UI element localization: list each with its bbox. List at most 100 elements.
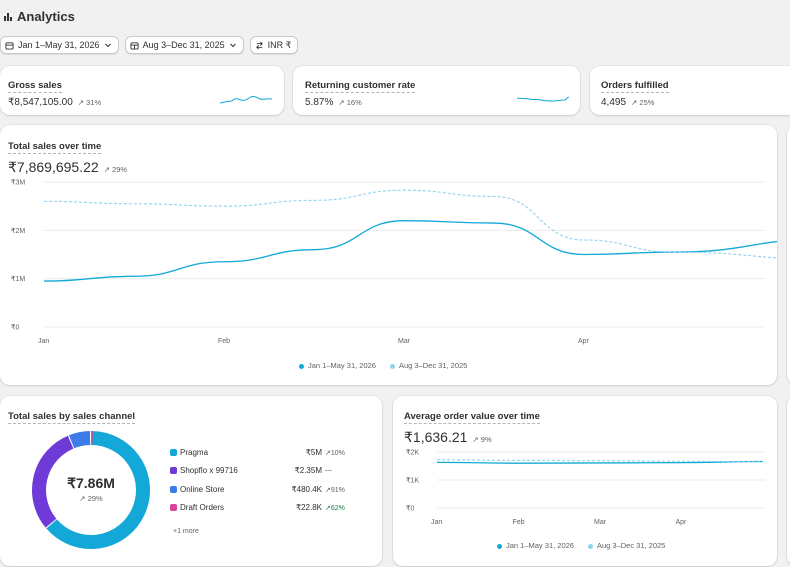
y-tick-label: ₹0: [406, 505, 414, 513]
channel-name: Pragma: [180, 448, 209, 457]
arrow-up-icon: ↗: [77, 98, 85, 107]
kpi-change-value: 31%: [86, 98, 102, 107]
kpi-change-value: 16%: [346, 98, 362, 107]
card-title: Total sales by sales channel: [8, 411, 136, 424]
legend-item-current[interactable]: Jan 1–May 31, 2026: [497, 541, 574, 550]
channel-swatch: [170, 449, 177, 456]
sales-by-channel-card[interactable]: Total sales by sales channel ₹7.86M ↗ 29…: [0, 396, 382, 566]
series-line-current[interactable]: [43, 220, 777, 282]
channel-change: ↗10%: [325, 449, 345, 457]
date-range-picker[interactable]: Jan 1–May 31, 2026: [0, 36, 119, 54]
chart-legend: Jan 1–May 31, 2026 Aug 3–Dec 31, 2025: [497, 541, 665, 550]
kpi-value: ₹8,547,105.00: [8, 97, 73, 108]
arrow-up-icon: ↗: [79, 494, 86, 503]
aov-change-value: 9%: [480, 435, 492, 444]
channel-change-value: 10%: [330, 449, 345, 457]
x-tick-label: Apr: [676, 519, 688, 526]
x-tick-label: Feb: [218, 338, 230, 345]
sales-channel-donut-chart: [32, 431, 150, 549]
donut-center: ₹7.86M ↗ 29%: [51, 475, 131, 503]
channel-swatch: [170, 486, 177, 493]
aov-card[interactable]: Average order value over time ₹1,636.21 …: [393, 396, 777, 566]
channel-amount: ₹5M: [305, 448, 322, 457]
legend-item-comparison[interactable]: Aug 3–Dec 31, 2025: [587, 541, 665, 550]
series-line-comparison[interactable]: [436, 459, 764, 463]
legend-dot: [299, 363, 304, 369]
offscreen-card-edge: [787, 125, 790, 385]
total-sales-chart: ₹3M ₹2M ₹1M ₹0 Jan Feb Mar Apr: [11, 179, 777, 345]
kpi-sparkline: [517, 96, 569, 102]
compare-range-label: Aug 3–Dec 31, 2025: [142, 40, 225, 50]
channel-change-value: 62%: [330, 504, 345, 512]
kpi-value: 5.87%: [305, 97, 334, 108]
kpi-card-gross-sales[interactable]: Gross sales ₹8,547,105.00 ↗ 31%: [0, 66, 284, 115]
filter-bar: Jan 1–May 31, 2026 Aug 3–Dec 31, 2025 IN…: [0, 36, 299, 54]
chevron-down-icon: [229, 43, 236, 48]
date-range-label: Jan 1–May 31, 2026: [18, 40, 100, 50]
series-line-current[interactable]: [436, 460, 764, 464]
card-title: Average order value over time: [404, 411, 540, 424]
kpi-change: ↗ 31%: [78, 98, 101, 107]
donut-center-change: ↗ 29%: [51, 494, 131, 503]
kpi-card-orders-fulfilled[interactable]: Orders fulfilled 4,495 ↗ 25%: [590, 66, 790, 115]
kpi-sparkline: [220, 95, 272, 104]
kpi-change: ↗ 25%: [631, 98, 654, 107]
aov-value: ₹1,636.21: [404, 429, 468, 445]
legend-item-current[interactable]: Jan 1–May 31, 2026: [299, 361, 376, 370]
arrow-up-icon: ↗: [472, 435, 479, 444]
compare-range-picker[interactable]: Aug 3–Dec 31, 2025: [124, 36, 244, 54]
donut-slice[interactable]: [68, 431, 91, 449]
page-header: Analytics: [3, 9, 75, 24]
x-tick-label: Feb: [513, 519, 525, 526]
x-tick-label: Apr: [578, 338, 590, 345]
kpi-label: Returning customer rate: [305, 80, 416, 93]
channel-row[interactable]: Shopflo x 99716 ₹2.35M —: [170, 466, 350, 475]
arrow-up-icon: ↗: [338, 98, 345, 107]
kpi-change-value: 25%: [639, 98, 655, 107]
total-sales-change: ↗ 29%: [104, 165, 127, 174]
legend-dot: [389, 363, 395, 369]
total-sales-metric: ₹7,869,695.22 ↗ 29%: [8, 159, 769, 176]
channel-name: Shopflo x 99716: [180, 466, 238, 475]
card-title: Total sales over time: [8, 141, 102, 154]
calendar-compare-icon: [130, 41, 139, 50]
channel-swatch: [170, 504, 177, 511]
y-tick-label: ₹3M: [11, 179, 25, 187]
donut-slice[interactable]: [32, 435, 74, 528]
donut-slice[interactable]: [46, 431, 150, 549]
kpi-change: ↗ 16%: [338, 98, 361, 107]
legend-item-comparison[interactable]: Aug 3–Dec 31, 2025: [389, 361, 467, 370]
channel-change-value: 91%: [330, 486, 345, 494]
total-sales-card[interactable]: Total sales over time ₹7,869,695.22 ↗ 29…: [0, 125, 777, 385]
offscreen-card-edge: [787, 396, 790, 566]
bar-chart-icon: [4, 12, 12, 21]
kpi-metric: 4,495 ↗ 25%: [601, 97, 789, 108]
more-channels-link[interactable]: +1 more: [173, 528, 199, 535]
currency-label: INR ₹: [267, 39, 292, 50]
kpi-card-returning-customer-rate[interactable]: Returning customer rate 5.87% ↗ 16%: [293, 66, 580, 115]
channel-change: ↗91%: [325, 486, 345, 494]
channel-row[interactable]: Online Store ₹480.4K ↗91%: [170, 485, 350, 494]
aov-metric: ₹1,636.21 ↗ 9%: [404, 429, 766, 446]
channel-row[interactable]: Draft Orders ₹22.8K ↗62%: [170, 503, 350, 512]
x-tick-label: Mar: [398, 338, 411, 345]
currency-swap-icon: [255, 41, 263, 49]
channel-row[interactable]: Pragma ₹5M ↗10%: [170, 448, 350, 457]
channel-amount: ₹22.8K: [296, 503, 322, 512]
donut-center-value: ₹7.86M: [67, 475, 115, 491]
y-tick-label: ₹1K: [406, 477, 419, 485]
chevron-down-icon: [104, 43, 111, 48]
arrow-up-icon: ↗: [103, 165, 110, 174]
calendar-icon: [5, 41, 14, 50]
x-tick-label: Mar: [594, 519, 607, 526]
currency-picker[interactable]: INR ₹: [249, 36, 299, 54]
arrow-up-icon: ↗: [631, 98, 638, 107]
channel-swatch: [170, 467, 177, 474]
series-line-comparison[interactable]: [43, 189, 777, 259]
kpi-value: 4,495: [601, 97, 627, 108]
y-tick-label: ₹2M: [11, 227, 25, 235]
channel-amount: ₹2.35M: [294, 466, 322, 475]
kpi-label: Orders fulfilled: [601, 80, 669, 93]
aov-chart: ₹2K ₹1K ₹0 Jan Feb Mar Apr: [406, 449, 765, 526]
aov-change: ↗ 9%: [472, 435, 491, 444]
